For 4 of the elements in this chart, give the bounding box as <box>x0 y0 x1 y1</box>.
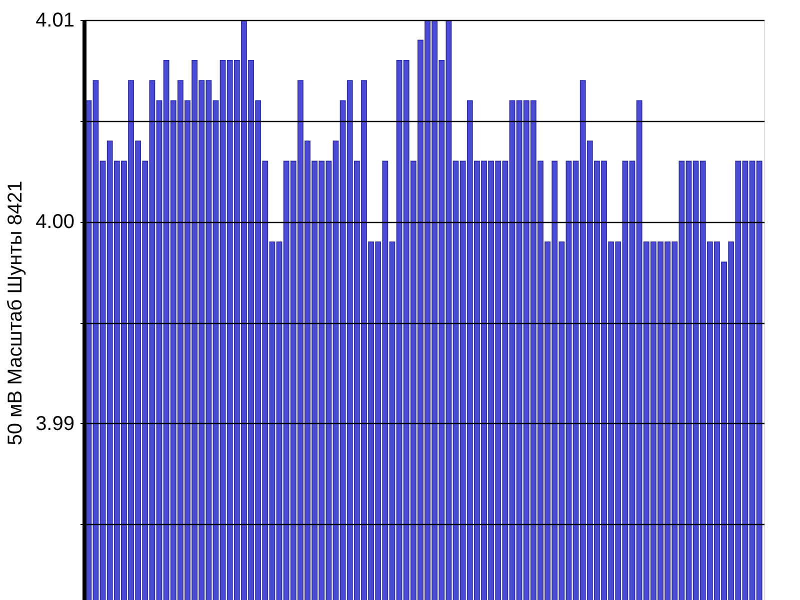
y-axis-title: 50 мВ Масштаб Шунты 8421 <box>4 180 27 446</box>
y-tick-label: 4.01 <box>36 10 74 32</box>
y-tick-label: 4.00 <box>36 211 74 234</box>
y-tick-label: 3.99 <box>36 412 74 435</box>
